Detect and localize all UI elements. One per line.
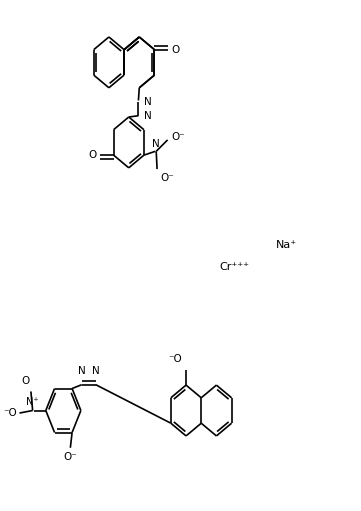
Text: O⁻: O⁻ [171,132,185,143]
Text: Cr⁺⁺⁺: Cr⁺⁺⁺ [219,262,249,272]
Text: O: O [21,377,29,386]
Text: ⁻O: ⁻O [169,354,183,364]
Text: O: O [88,150,96,160]
Text: O: O [172,44,180,55]
Text: N: N [144,111,151,121]
Text: N: N [152,139,160,149]
Text: O⁻: O⁻ [64,452,77,461]
Text: N⁺: N⁺ [26,397,39,407]
Text: N: N [78,366,86,376]
Text: Na⁺: Na⁺ [275,240,297,250]
Text: N: N [144,97,151,107]
Text: O⁻: O⁻ [160,173,174,183]
Text: ⁻O: ⁻O [3,408,17,418]
Text: N: N [92,366,100,376]
